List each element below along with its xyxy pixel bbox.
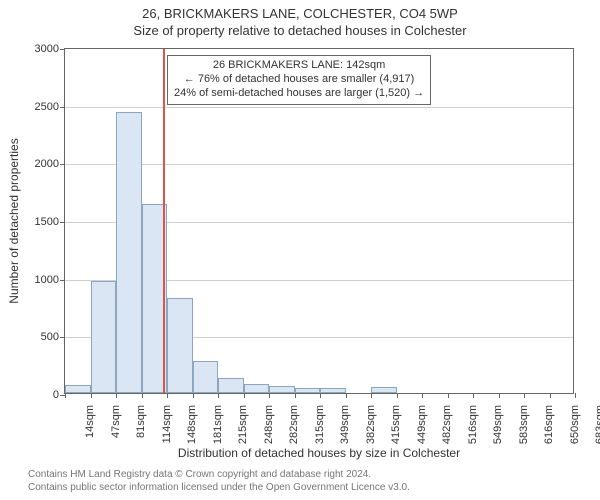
xtick-mark (193, 393, 194, 398)
xtick-mark (320, 393, 321, 398)
xtick-mark (218, 393, 219, 398)
chart-container: 26, BRICKMAKERS LANE, COLCHESTER, CO4 5W… (0, 0, 600, 500)
ytick-mark (60, 164, 65, 165)
xtick-label: 349sqm (339, 405, 351, 455)
xtick-mark (269, 393, 270, 398)
chart-title-line2: Size of property relative to detached ho… (0, 21, 600, 38)
xtick-mark (575, 393, 576, 398)
xtick-mark (91, 393, 92, 398)
histogram-bar (295, 388, 321, 393)
xtick-mark (142, 393, 143, 398)
histogram-bar (116, 112, 142, 393)
xtick-label: 47sqm (110, 405, 122, 455)
xtick-label: 315sqm (314, 405, 326, 455)
histogram-bar (320, 388, 346, 393)
xtick-label: 616sqm (543, 405, 555, 455)
histogram-bar (218, 378, 244, 393)
annotation-box: 26 BRICKMAKERS LANE: 142sqm← 76% of deta… (167, 55, 431, 105)
xtick-label: 549sqm (492, 405, 504, 455)
xtick-mark (550, 393, 551, 398)
histogram-bar (193, 361, 219, 393)
histogram-bar (167, 298, 193, 393)
footer-attribution: Contains HM Land Registry data © Crown c… (28, 469, 410, 494)
xtick-label: 81sqm (135, 405, 147, 455)
histogram-bar (91, 281, 117, 393)
annotation-line2: ← 76% of detached houses are smaller (4,… (174, 73, 424, 87)
xtick-label: 583sqm (518, 405, 530, 455)
xtick-label: 248sqm (263, 405, 275, 455)
y-axis-label: Number of detached properties (7, 138, 21, 303)
xtick-label: 14sqm (84, 405, 96, 455)
xtick-mark (346, 393, 347, 398)
xtick-label: 449sqm (416, 405, 428, 455)
xtick-mark (295, 393, 296, 398)
footer-line1: Contains HM Land Registry data © Crown c… (28, 469, 410, 482)
xtick-mark (244, 393, 245, 398)
xtick-label: 482sqm (441, 405, 453, 455)
histogram-bar (269, 386, 295, 393)
xtick-mark (499, 393, 500, 398)
ytick-mark (60, 337, 65, 338)
xtick-label: 382sqm (365, 405, 377, 455)
indicator-line (163, 49, 165, 393)
xtick-mark (524, 393, 525, 398)
ytick-label: 1000 (35, 274, 59, 286)
annotation-line1: 26 BRICKMAKERS LANE: 142sqm (174, 59, 424, 73)
xtick-label: 215sqm (237, 405, 249, 455)
ytick-label: 500 (41, 331, 59, 343)
xtick-mark (65, 393, 66, 398)
ytick-label: 0 (53, 389, 59, 401)
xtick-mark (448, 393, 449, 398)
ytick-mark (60, 107, 65, 108)
ytick-mark (60, 222, 65, 223)
xtick-mark (116, 393, 117, 398)
ytick-label: 2500 (35, 101, 59, 113)
xtick-label: 683sqm (594, 405, 600, 455)
ytick-mark (60, 280, 65, 281)
xtick-mark (473, 393, 474, 398)
plot-area: 05001000150020002500300014sqm47sqm81sqm1… (64, 48, 574, 394)
ytick-label: 2000 (35, 158, 59, 170)
xtick-label: 516sqm (467, 405, 479, 455)
annotation-line3: 24% of semi-detached houses are larger (… (174, 87, 424, 101)
footer-line2: Contains public sector information licen… (28, 482, 410, 495)
xtick-label: 114sqm (161, 405, 173, 455)
gridline (65, 107, 573, 108)
chart-title-line1: 26, BRICKMAKERS LANE, COLCHESTER, CO4 5W… (0, 0, 600, 21)
xtick-label: 181sqm (212, 405, 224, 455)
xtick-mark (397, 393, 398, 398)
xtick-label: 650sqm (569, 405, 581, 455)
histogram-bar (65, 385, 91, 393)
xtick-label: 415sqm (390, 405, 402, 455)
xtick-mark (371, 393, 372, 398)
xtick-label: 282sqm (288, 405, 300, 455)
xtick-mark (422, 393, 423, 398)
xtick-mark (167, 393, 168, 398)
ytick-label: 3000 (35, 43, 59, 55)
histogram-bar (244, 384, 270, 393)
xtick-label: 148sqm (186, 405, 198, 455)
ytick-label: 1500 (35, 216, 59, 228)
histogram-bar (371, 387, 397, 393)
ytick-mark (60, 49, 65, 50)
